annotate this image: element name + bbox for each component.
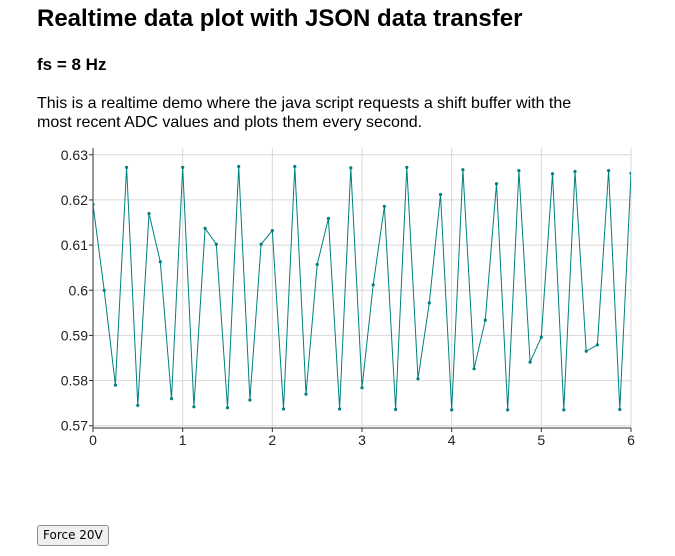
data-point bbox=[618, 407, 622, 412]
data-point bbox=[394, 407, 398, 412]
data-point bbox=[93, 202, 95, 207]
x-tick-label: 2 bbox=[268, 432, 276, 448]
data-point bbox=[438, 192, 443, 197]
data-point bbox=[539, 335, 543, 339]
data-point bbox=[573, 169, 577, 174]
data-point bbox=[483, 318, 487, 322]
y-tick-label: 0.62 bbox=[61, 192, 88, 208]
x-tick-label: 6 bbox=[627, 432, 635, 448]
y-tick-label: 0.57 bbox=[61, 418, 88, 434]
data-point bbox=[293, 164, 297, 169]
data-point bbox=[158, 260, 162, 264]
data-point bbox=[405, 165, 409, 169]
data-point bbox=[259, 242, 263, 246]
data-point bbox=[338, 407, 342, 411]
data-point bbox=[102, 288, 106, 292]
data-point bbox=[248, 398, 252, 402]
data-point bbox=[360, 386, 364, 390]
x-tick-label: 1 bbox=[179, 432, 187, 448]
force-20v-button[interactable]: Force 20V bbox=[37, 525, 109, 546]
series-points bbox=[93, 164, 644, 412]
data-point bbox=[416, 377, 420, 381]
page-description: This is a realtime demo where the java s… bbox=[37, 95, 572, 131]
data-point bbox=[629, 171, 631, 175]
data-point bbox=[225, 406, 230, 410]
data-point bbox=[136, 403, 140, 407]
data-point bbox=[349, 166, 353, 170]
data-point bbox=[203, 226, 207, 230]
data-point bbox=[584, 349, 588, 353]
data-point bbox=[607, 169, 611, 173]
data-point bbox=[147, 211, 151, 216]
data-point bbox=[125, 165, 129, 169]
data-point bbox=[270, 229, 274, 233]
series-line bbox=[93, 166, 631, 410]
data-point bbox=[595, 343, 600, 347]
data-point bbox=[528, 360, 532, 364]
data-point bbox=[304, 392, 308, 396]
data-point bbox=[427, 301, 431, 305]
data-point bbox=[169, 397, 174, 401]
x-tick-label: 4 bbox=[448, 432, 456, 448]
data-point bbox=[517, 169, 521, 173]
data-point bbox=[192, 405, 196, 409]
y-tick-label: 0.63 bbox=[61, 147, 88, 163]
data-point bbox=[214, 242, 218, 246]
x-tick-label: 3 bbox=[358, 432, 366, 448]
data-point bbox=[641, 342, 644, 345]
data-point bbox=[494, 182, 499, 186]
chart-tick-labels: 0 1 2 3 4 5 6 0.57 0.58 0.59 0.6 0.61 0.62 0.63 bbox=[61, 147, 635, 448]
sampling-rate-heading: fs = 8 Hz bbox=[37, 55, 107, 74]
data-point bbox=[371, 283, 375, 287]
y-tick-label: 0.58 bbox=[61, 373, 88, 389]
data-point bbox=[550, 172, 555, 176]
data-point bbox=[326, 216, 330, 221]
data-point bbox=[382, 204, 386, 208]
y-tick-label: 0.61 bbox=[61, 237, 88, 253]
realtime-line-chart: 0 1 2 3 4 5 6 0.57 0.58 0.59 0.6 0.61 0.62 0.63 bbox=[61, 147, 644, 448]
data-point bbox=[562, 408, 566, 412]
data-point bbox=[237, 164, 241, 169]
data-point bbox=[281, 407, 286, 411]
data-point bbox=[113, 383, 117, 387]
page-title: Realtime data plot with JSON data transf… bbox=[37, 5, 523, 32]
y-tick-label: 0.6 bbox=[69, 282, 89, 298]
data-point bbox=[506, 408, 510, 412]
data-point bbox=[450, 408, 454, 412]
data-point bbox=[472, 367, 476, 371]
data-point bbox=[315, 262, 319, 267]
data-point bbox=[181, 165, 185, 169]
chart-axes bbox=[89, 148, 632, 432]
data-point bbox=[461, 168, 465, 172]
x-tick-label: 5 bbox=[537, 432, 545, 448]
y-tick-label: 0.59 bbox=[61, 327, 88, 343]
x-tick-label: 0 bbox=[89, 432, 97, 448]
